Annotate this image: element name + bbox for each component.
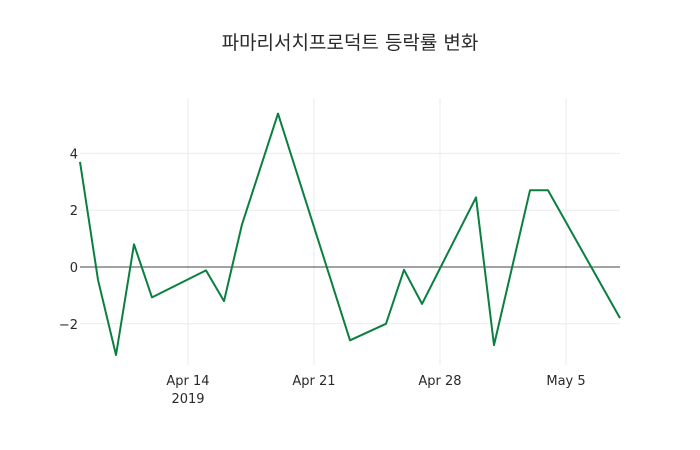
grid-lines	[80, 98, 620, 365]
x-tick-label: Apr 14	[166, 374, 209, 389]
y-axis-ticks: 4 2 0 −2	[59, 147, 78, 332]
y-tick-label: 4	[70, 147, 78, 162]
chart-title: 파마리서치프로덕트 등락률 변화	[222, 32, 479, 54]
y-tick-label: 0	[70, 261, 78, 276]
y-tick-label: 2	[70, 204, 78, 219]
y-tick-label: −2	[59, 318, 78, 333]
x-tick-label: Apr 28	[418, 374, 461, 389]
x-tick-label: May 5	[546, 374, 585, 389]
x-tick-year-label: 2019	[171, 392, 204, 407]
x-tick-label: Apr 21	[292, 374, 335, 389]
x-axis-ticks: Apr 14 2019 Apr 21 Apr 28 May 5	[166, 374, 585, 407]
series-line	[79, 112, 621, 356]
